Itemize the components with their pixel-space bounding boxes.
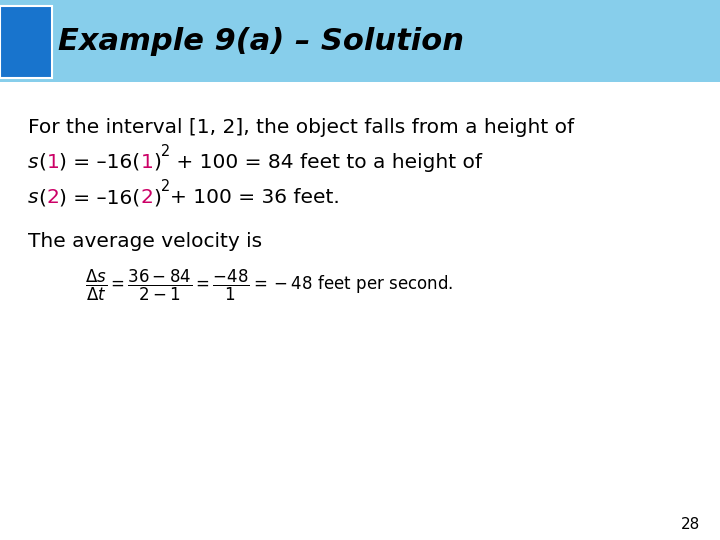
Text: 2: 2 [161, 144, 171, 159]
Text: s: s [28, 153, 38, 172]
Text: The average velocity is: The average velocity is [28, 232, 262, 251]
Text: 28: 28 [680, 517, 700, 532]
Text: ): ) [153, 188, 161, 207]
Text: ): ) [153, 153, 161, 172]
Text: + 100 = 84 feet to a height of: + 100 = 84 feet to a height of [171, 153, 482, 172]
Text: ) = –16(: ) = –16( [59, 188, 140, 207]
Text: (: ( [38, 153, 46, 172]
Text: $\dfrac{\Delta s}{\Delta t} = \dfrac{36 - 84}{2 - 1} = \dfrac{-48}{1} = -48\ \ma: $\dfrac{\Delta s}{\Delta t} = \dfrac{36 … [85, 267, 454, 302]
Text: 1: 1 [46, 153, 59, 172]
Text: 2: 2 [140, 188, 153, 207]
Bar [0, 0, 720, 82]
Text: ) = –16(: ) = –16( [59, 153, 140, 172]
Text: For the interval [1, 2], the object falls from a height of: For the interval [1, 2], the object fall… [28, 118, 574, 137]
Bar [0, 6, 52, 78]
Text: s: s [28, 188, 38, 207]
Text: + 100 = 36 feet.: + 100 = 36 feet. [171, 188, 340, 207]
Text: 2: 2 [161, 179, 171, 194]
Text: 2: 2 [46, 188, 59, 207]
Text: 1: 1 [140, 153, 153, 172]
Text: Example 9(a) – Solution: Example 9(a) – Solution [58, 26, 464, 56]
Text: (: ( [38, 188, 46, 207]
